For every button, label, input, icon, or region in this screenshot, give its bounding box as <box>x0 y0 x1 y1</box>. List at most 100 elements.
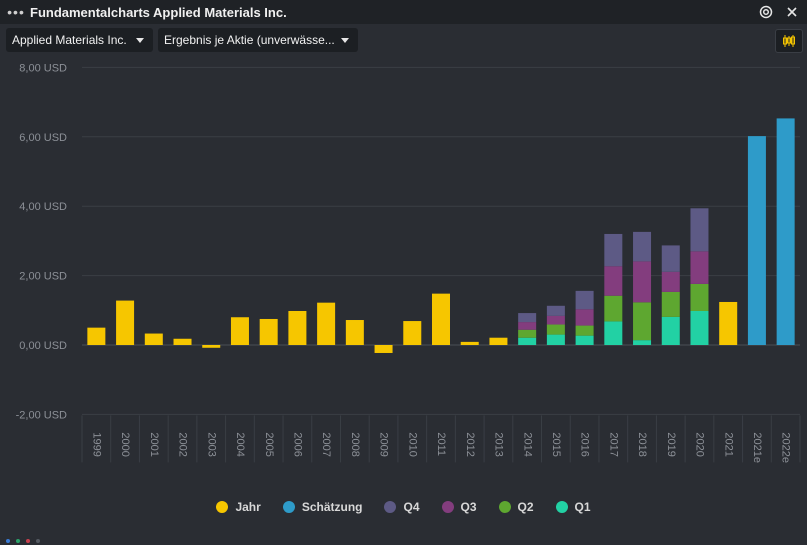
bar-jahr-2012[interactable] <box>460 341 479 345</box>
legend-label: Schätzung <box>301 500 363 514</box>
bar-q4-2020[interactable] <box>690 208 709 252</box>
legend-label: Q3 <box>460 500 477 514</box>
bar-q4-2019[interactable] <box>661 245 680 272</box>
x-tick-label: 2009 <box>378 432 390 456</box>
bar-jahr-2009[interactable] <box>374 345 393 353</box>
legend-item[interactable]: Jahr <box>216 500 261 514</box>
legend-swatch <box>216 501 229 513</box>
bar-q2-2017[interactable] <box>604 295 623 322</box>
bar-q1-2014[interactable] <box>518 337 537 345</box>
legend-swatch <box>498 501 511 513</box>
close-icon[interactable] <box>783 3 801 21</box>
eps-bar-chart: 8,00 USD 6,00 USD 4,00 USD 2,00 USD 0,00 USD… <box>16 62 801 463</box>
x-tick-label: 2003 <box>205 432 217 456</box>
bar-q2-2015[interactable] <box>546 324 565 335</box>
x-tick-label: 2006 <box>291 432 303 456</box>
legend-item[interactable]: Schätzung <box>282 500 363 514</box>
x-tick-label: 2020 <box>694 432 706 456</box>
more-dots-icon[interactable]: ••• <box>7 4 25 20</box>
bar-jahr-2001[interactable] <box>144 333 163 345</box>
bar-q3-2020[interactable] <box>690 251 709 284</box>
target-icon[interactable] <box>757 3 775 21</box>
legend-label: Q2 <box>517 500 534 514</box>
x-tick-label: 2021e <box>751 432 763 463</box>
bar-jahr-2013[interactable] <box>489 337 508 345</box>
legend-label: Jahr <box>235 500 261 514</box>
bar-jahr-2000[interactable] <box>116 300 135 345</box>
bar-q2-2018[interactable] <box>633 302 652 341</box>
bar-q3-2018[interactable] <box>633 261 652 303</box>
bar-q3-2019[interactable] <box>661 271 680 292</box>
bar-jahr-2007[interactable] <box>317 302 336 345</box>
legend-swatch <box>384 501 397 513</box>
bar-jahr-2005[interactable] <box>259 318 278 345</box>
status-dot <box>36 539 40 543</box>
bar-q1-2015[interactable] <box>546 334 565 345</box>
candlestick-icon <box>783 35 795 47</box>
metric-dropdown[interactable]: Ergebnis je Aktie (unverwässe... <box>158 28 358 52</box>
x-tick-label: 2001 <box>148 432 160 456</box>
y-tick-label: -2,00 USD <box>16 409 67 421</box>
bar-q4-2017[interactable] <box>604 233 623 267</box>
bar-q4-2016[interactable] <box>575 290 594 310</box>
status-dot <box>6 539 10 543</box>
bar-q1-2020[interactable] <box>690 310 709 345</box>
bar-jahr-1999[interactable] <box>87 327 106 345</box>
bar-jahr-2011[interactable] <box>432 293 450 345</box>
x-tick-label: 2022e <box>780 432 792 463</box>
metric-dropdown-label: Ergebnis je Aktie (unverwässe... <box>164 33 335 47</box>
x-tick-label: 2012 <box>464 432 476 456</box>
bar-q3-2014[interactable] <box>518 322 537 330</box>
chart-type-button[interactable] <box>775 29 803 53</box>
bar-jahr-2004[interactable] <box>230 317 249 345</box>
legend-label: Q1 <box>574 500 591 514</box>
legend-item[interactable]: Q3 <box>441 500 477 514</box>
toolbar: Applied Materials Inc. Ergebnis je Aktie… <box>0 24 807 58</box>
status-dot <box>16 539 20 543</box>
bar-q2-2014[interactable] <box>518 329 537 338</box>
y-tick-label: 6,00 USD <box>19 132 67 144</box>
bar-q2-2016[interactable] <box>575 325 594 336</box>
x-tick-label: 2000 <box>119 432 131 456</box>
status-dots <box>6 539 40 543</box>
x-tick-label: 2002 <box>177 432 189 456</box>
company-dropdown[interactable]: Applied Materials Inc. <box>6 28 153 52</box>
bar-q3-2017[interactable] <box>604 266 623 296</box>
bar-jahr-2002[interactable] <box>173 338 192 345</box>
bar-q1-2019[interactable] <box>661 316 680 345</box>
bar-q2-2019[interactable] <box>661 291 680 317</box>
bar-jahr-2006[interactable] <box>288 310 307 345</box>
bar-q4-2015[interactable] <box>546 305 565 316</box>
legend-label: Q4 <box>403 500 420 514</box>
legend-swatch <box>555 501 568 513</box>
bar-schaetzung-2022e[interactable] <box>776 118 795 345</box>
bar-jahr-2003[interactable] <box>202 345 221 348</box>
company-dropdown-label: Applied Materials Inc. <box>12 33 127 47</box>
bar-q1-2016[interactable] <box>575 335 594 345</box>
bar-q4-2014[interactable] <box>518 313 537 323</box>
bar-jahr-2010[interactable] <box>403 321 422 345</box>
bar-q3-2015[interactable] <box>546 315 565 325</box>
bar-q2-2020[interactable] <box>690 283 709 311</box>
legend-item[interactable]: Q1 <box>555 500 591 514</box>
bar-jahr-2008[interactable] <box>345 320 364 345</box>
bar-q3-2016[interactable] <box>575 309 594 326</box>
x-tick-label: 2016 <box>579 432 591 456</box>
window-title: Fundamentalcharts Applied Materials Inc. <box>30 4 287 20</box>
chevron-down-icon <box>136 38 144 43</box>
bar-schaetzung-2021e[interactable] <box>747 136 766 345</box>
x-tick-label: 2021 <box>722 432 734 456</box>
x-tick-label: 2015 <box>550 432 562 456</box>
x-tick-label: 2007 <box>320 432 332 456</box>
bar-q4-2018[interactable] <box>633 231 652 262</box>
legend-item[interactable]: Q2 <box>498 500 534 514</box>
bar-q1-2018[interactable] <box>633 340 652 345</box>
legend-item[interactable]: Q4 <box>384 500 420 514</box>
chevron-down-icon <box>341 38 349 43</box>
bar-q1-2017[interactable] <box>604 321 623 345</box>
x-tick-label: 1999 <box>90 432 102 456</box>
x-tick-label: 2017 <box>607 432 619 456</box>
bar-jahr-2021[interactable] <box>719 301 738 345</box>
x-tick-label: 2019 <box>665 432 677 456</box>
x-tick-label: 2004 <box>234 432 246 456</box>
